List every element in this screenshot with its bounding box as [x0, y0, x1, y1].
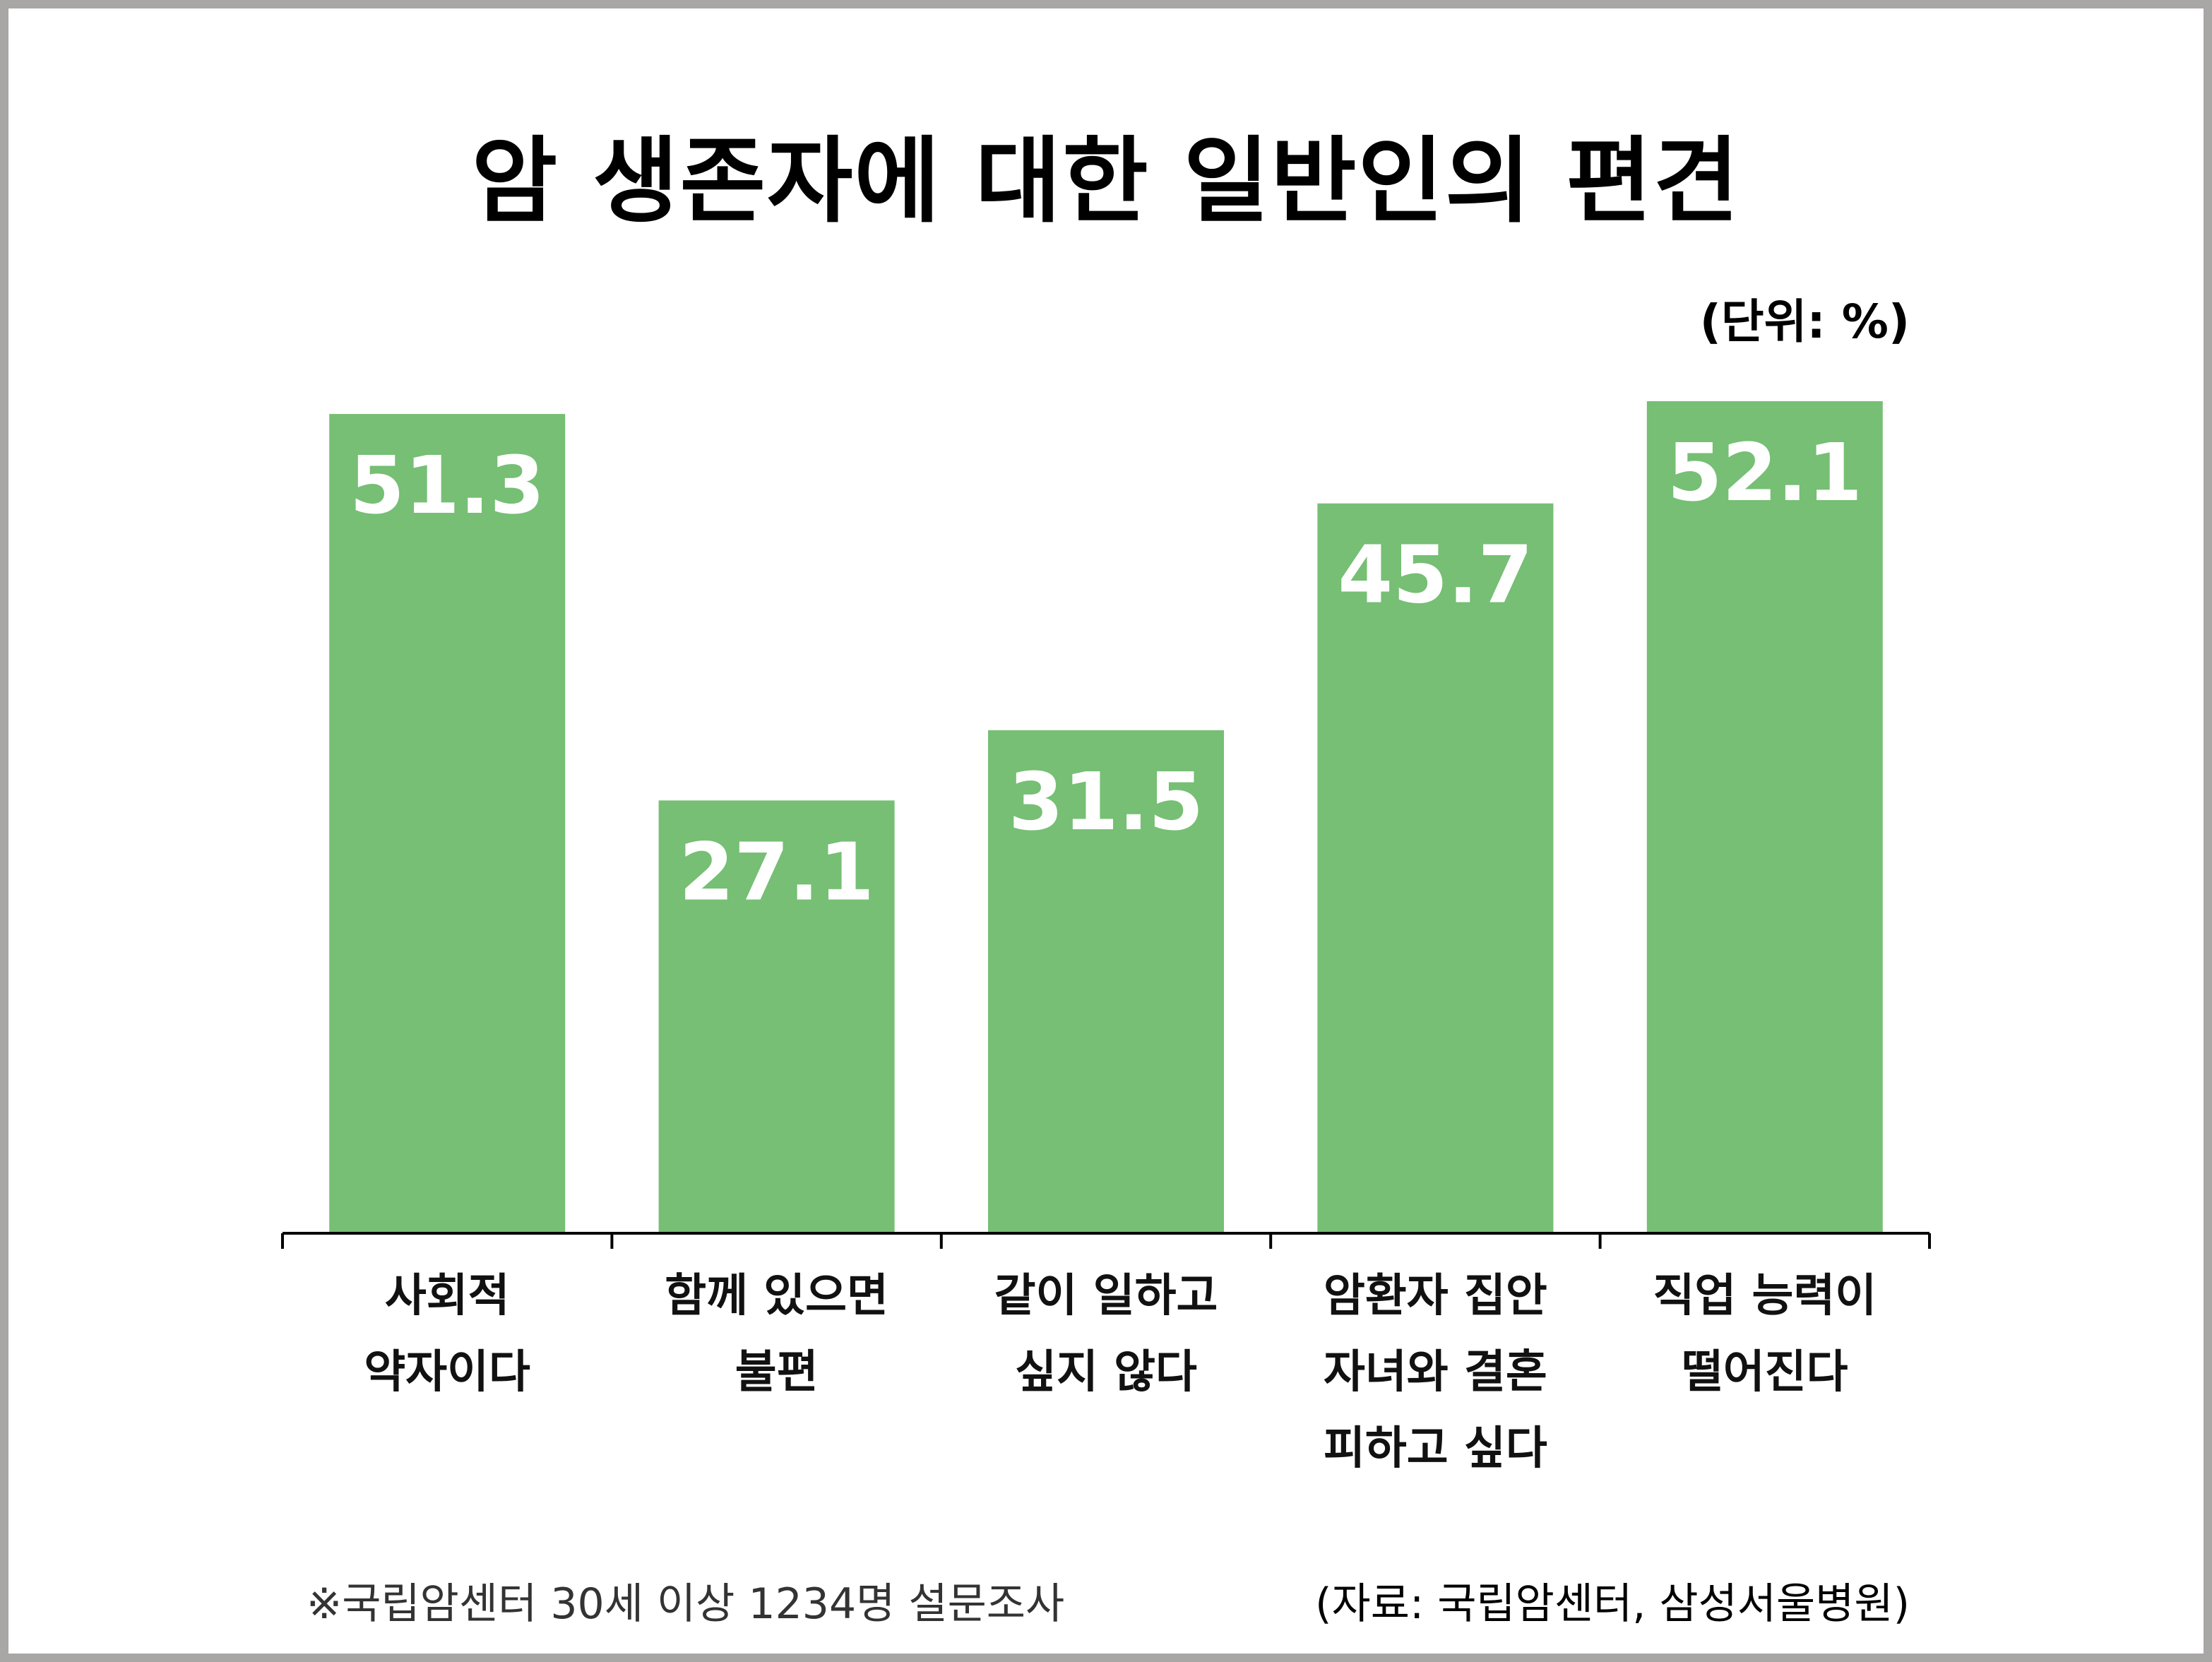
- bar-4: [1317, 503, 1554, 1234]
- category-label-4-line-3: 피하고 싶다: [1324, 1423, 1547, 1475]
- category-label-5-line-1: 직업 능력이: [1653, 1270, 1877, 1322]
- x-axis: [281, 1232, 1931, 1249]
- bar-1: [329, 414, 566, 1233]
- bar-value-label-3: 31.5: [1009, 756, 1203, 848]
- category-label-2-line-1: 함께 있으면: [665, 1270, 888, 1322]
- category-label-3-line-2: 싶지 않다: [1015, 1346, 1197, 1399]
- bar-value-label-1: 51.3: [350, 440, 545, 532]
- category-label-4-line-1: 암환자 집안: [1324, 1270, 1547, 1322]
- footnote: ※국립암센터 30세 이상 1234명 설문조사: [307, 1579, 1065, 1629]
- category-label-5-line-2: 떨어진다: [1682, 1346, 1848, 1399]
- category-label-3-line-1: 같이 일하고: [994, 1270, 1218, 1322]
- category-label-1-line-1: 사회적: [385, 1270, 510, 1322]
- source-credit: (자료: 국립암센터, 삼성서울병원): [1315, 1579, 1910, 1629]
- bar-value-label-5: 52.1: [1667, 427, 1862, 519]
- bar-3: [988, 730, 1224, 1233]
- unit-label: (단위: %): [1699, 295, 1910, 349]
- bar-2: [658, 800, 895, 1233]
- bar-value-label-4: 45.7: [1338, 530, 1533, 622]
- bar-value-label-2: 27.1: [679, 826, 874, 918]
- chart-title: 암 생존자에 대한 일반인의 편견: [471, 127, 1741, 236]
- category-label-1-line-2: 약자이다: [364, 1346, 530, 1399]
- bar-5: [1646, 401, 1883, 1233]
- category-label-2-line-2: 불편: [735, 1346, 819, 1399]
- category-label-4-line-2: 자녀와 결혼: [1324, 1346, 1547, 1399]
- bars-layer: 51.3 27.1 31.5 45.7 52.1: [329, 401, 1883, 1234]
